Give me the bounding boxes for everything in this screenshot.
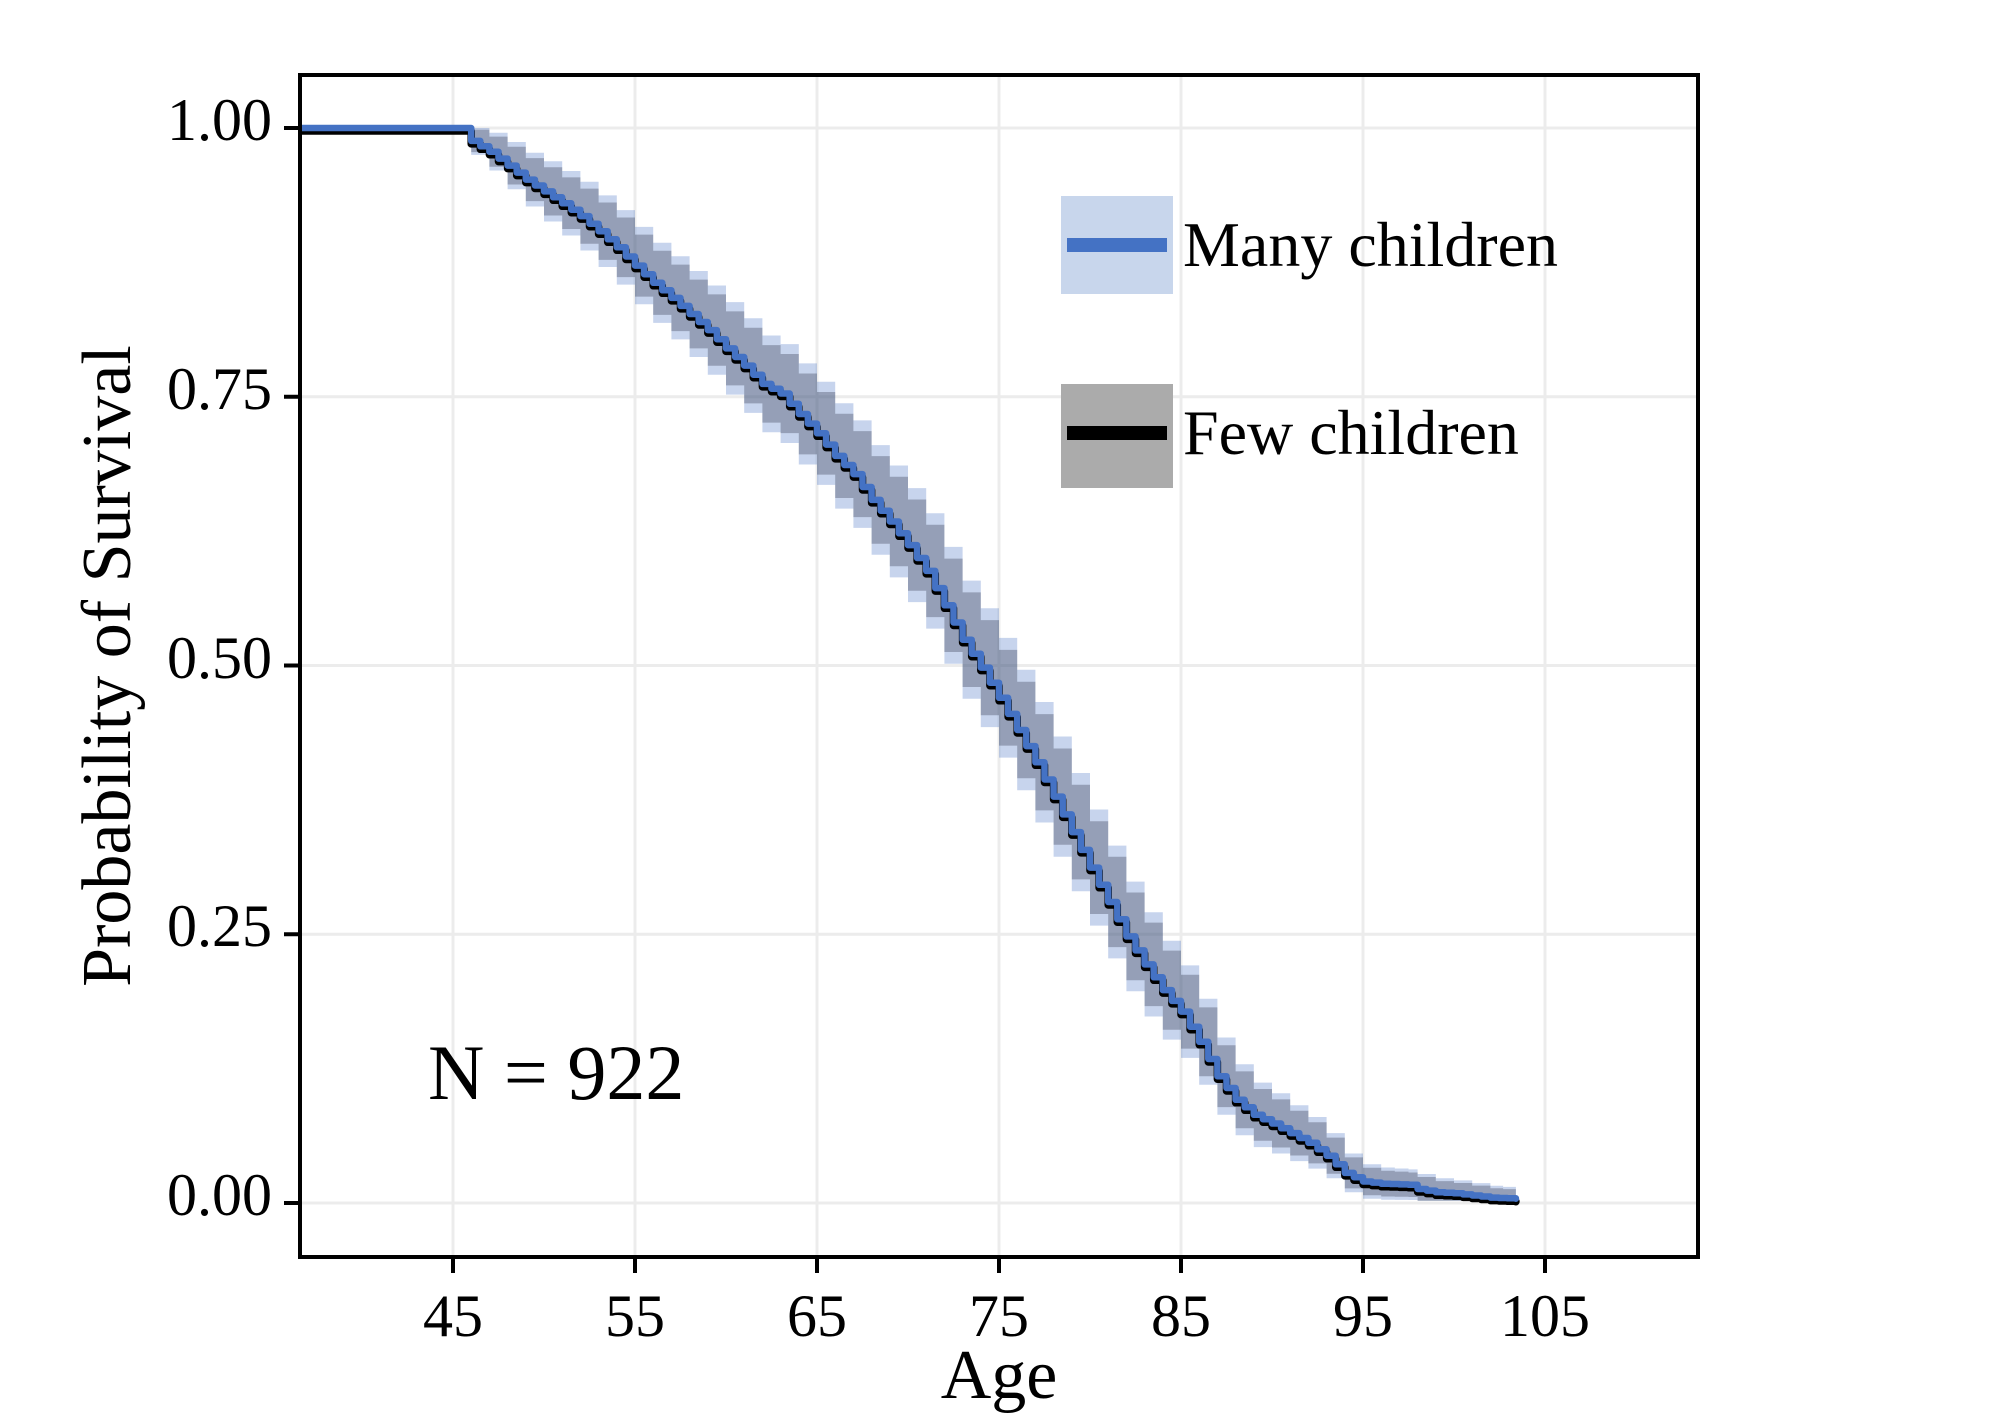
x-tick-label-65: 65 <box>787 1283 847 1349</box>
y-tick-label-0.50: 0.50 <box>167 624 272 691</box>
legend-label-many-children: Many children <box>1183 209 1558 280</box>
legend-label-few-children: Few children <box>1183 397 1519 468</box>
y-tick-label-0.25: 0.25 <box>167 893 272 960</box>
x-tick-label-75: 75 <box>969 1283 1029 1349</box>
y-tick-label-0.75: 0.75 <box>167 355 272 422</box>
x-tick-label-45: 45 <box>423 1283 483 1349</box>
x-tick-label-85: 85 <box>1151 1283 1211 1349</box>
y-tick-label-1.00: 1.00 <box>167 87 272 153</box>
x-axis-title: Age <box>940 1337 1058 1414</box>
survival-line-many-children <box>302 124 1520 1202</box>
x-tick-label-95: 95 <box>1333 1283 1393 1349</box>
survival-curves <box>302 124 1520 1206</box>
y-tick-label-0.00: 0.00 <box>167 1162 272 1228</box>
sample-size-annotation: N = 922 <box>428 1029 685 1116</box>
x-tick-label-105: 105 <box>1500 1283 1590 1349</box>
legend-line-many-children <box>1067 238 1167 252</box>
tick-marks <box>284 126 1547 1273</box>
x-tick-label-55: 55 <box>605 1283 665 1349</box>
legend-line-few-children <box>1067 426 1167 440</box>
